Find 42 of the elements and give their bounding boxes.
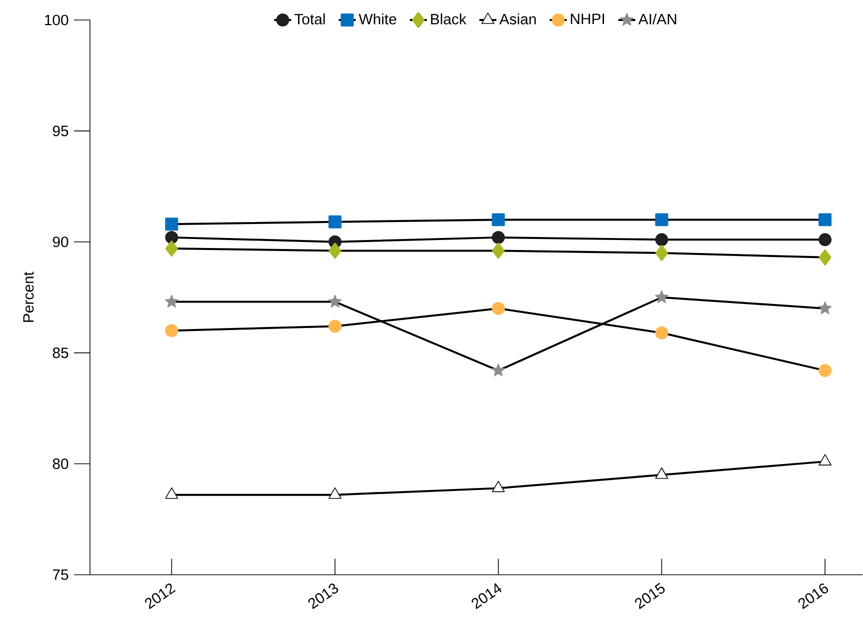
legend-label: White: [358, 14, 396, 25]
point: [328, 216, 342, 229]
legend-label: NHPI: [570, 14, 604, 24]
point: [165, 231, 178, 244]
point: [818, 213, 832, 226]
point: [655, 233, 668, 246]
point: [165, 324, 178, 338]
legend-label: Total: [294, 14, 325, 25]
point: [818, 250, 832, 266]
point: [655, 468, 668, 479]
y-tick-label: 85: [52, 348, 68, 358]
legend-label: AI/AN: [638, 14, 676, 25]
point: [328, 242, 342, 259]
y-tick-label: 80: [52, 458, 68, 470]
point: [328, 320, 342, 333]
point: [492, 213, 505, 226]
y-tick-label: 100: [45, 14, 68, 26]
point: [492, 231, 505, 244]
point: [818, 364, 832, 378]
point: [492, 242, 505, 259]
point: [165, 240, 178, 257]
point: [492, 302, 505, 316]
point: [818, 233, 832, 246]
point: [655, 213, 668, 226]
point: [491, 363, 506, 377]
point: [655, 245, 668, 262]
y-tick-label: 95: [52, 126, 68, 136]
point: [165, 218, 178, 231]
point: [164, 294, 179, 308]
y-tick-label: 90: [52, 236, 68, 248]
y-tick-label: 75: [52, 570, 68, 580]
point: [818, 454, 832, 466]
y-axis-title: Percent: [23, 272, 34, 322]
point: [328, 294, 342, 308]
point: [818, 301, 832, 314]
legend-label: Black: [431, 14, 466, 25]
legend-label: Asian: [499, 14, 536, 25]
point: [492, 480, 505, 492]
point: [654, 290, 669, 304]
point: [328, 488, 342, 499]
point: [165, 488, 178, 499]
point: [655, 326, 668, 340]
